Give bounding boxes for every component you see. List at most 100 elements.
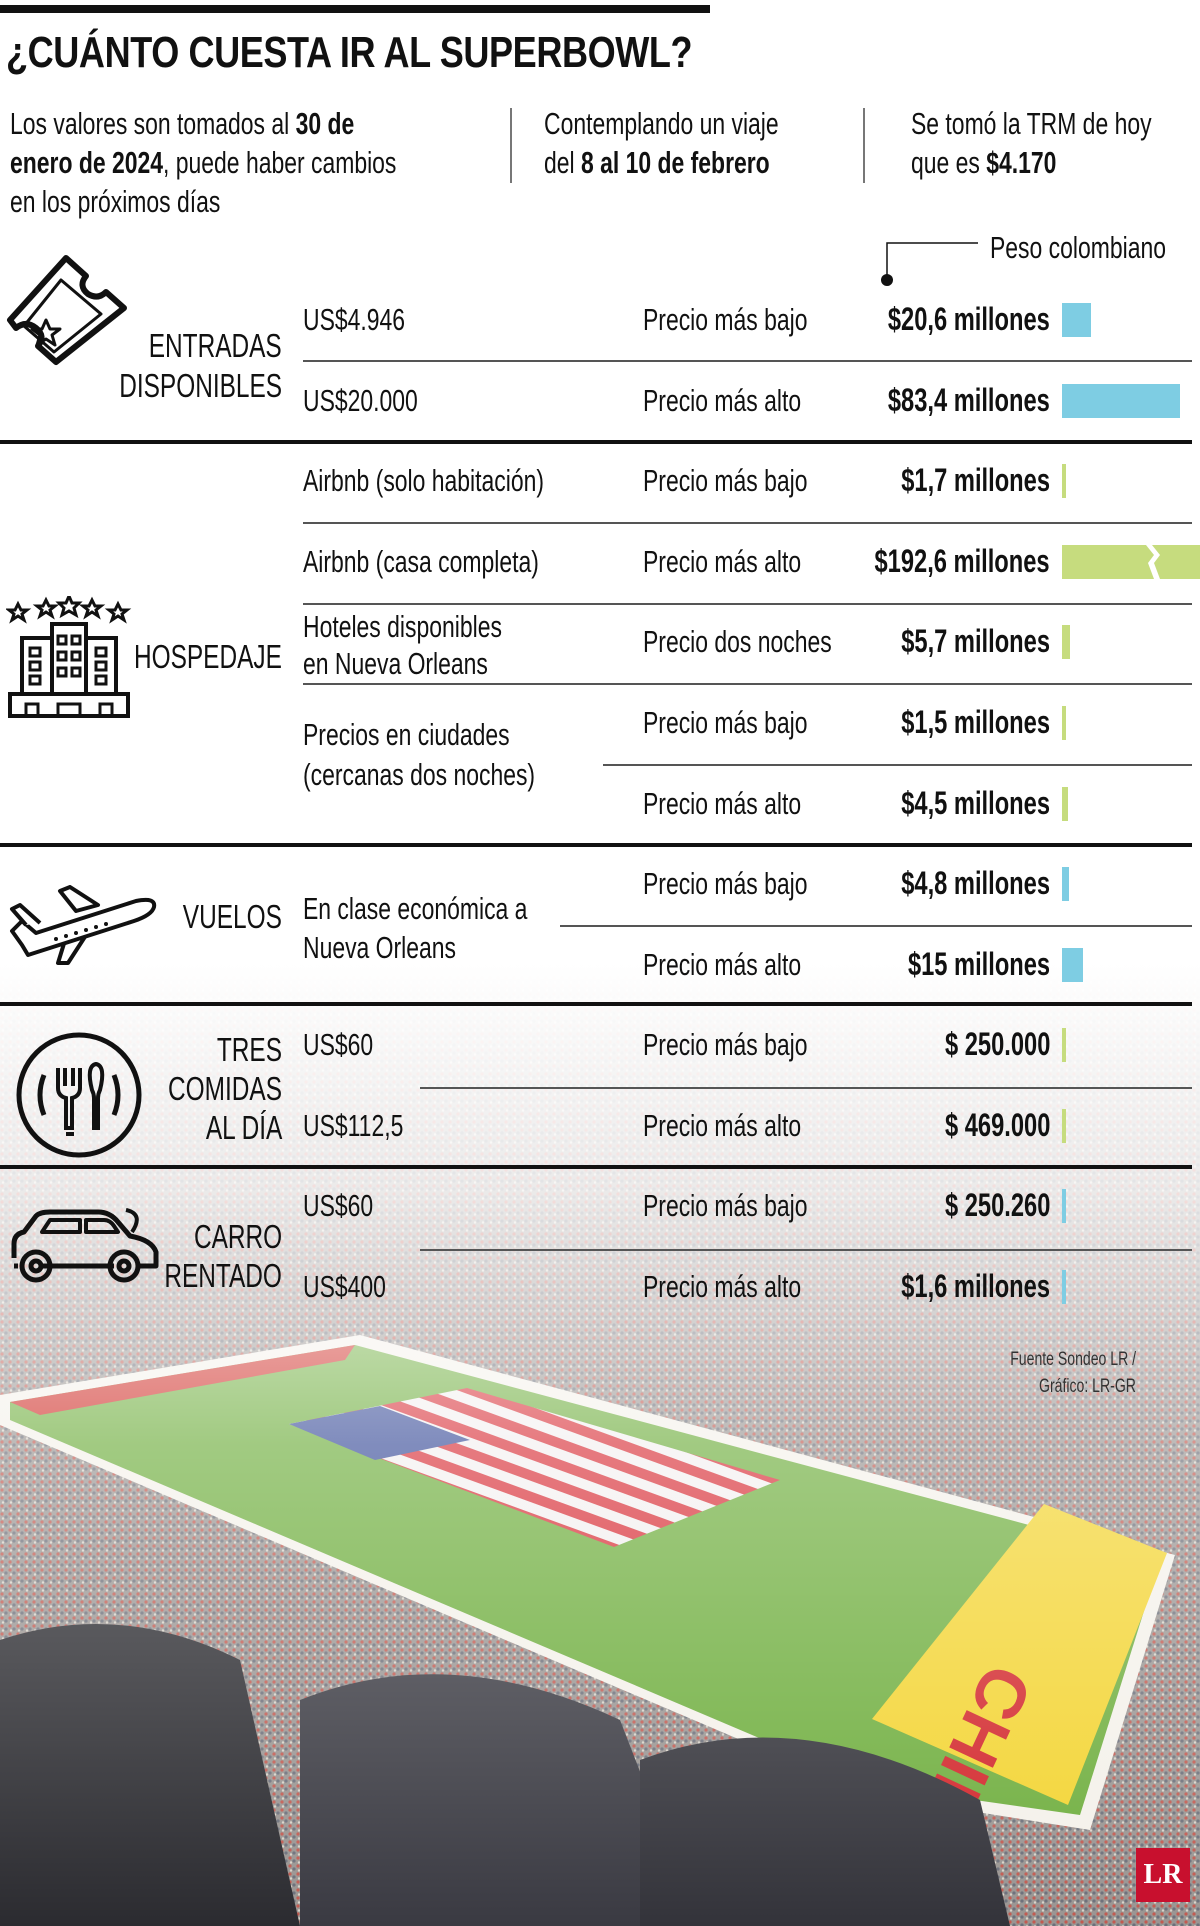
price-type-label: Precio más bajo bbox=[643, 705, 865, 741]
value-bar bbox=[1062, 545, 1200, 579]
intro-text: del bbox=[544, 145, 581, 180]
section-label-text: VUELOS bbox=[182, 898, 282, 935]
cop-value-text: $ 250.000 bbox=[944, 1026, 1050, 1062]
price-type-text: Precio más bajo bbox=[643, 302, 808, 337]
hotel-icon bbox=[6, 596, 132, 718]
row-divider bbox=[303, 522, 1192, 524]
intro-dates-note: Los valores son tomados al 30 de enero de… bbox=[10, 104, 532, 221]
cop-value: $ 250.260 bbox=[750, 1187, 1050, 1224]
cop-value: $20,6 millones bbox=[750, 301, 1050, 338]
price-type-text: Precio más alto bbox=[643, 544, 802, 579]
value-bar bbox=[1062, 787, 1069, 821]
price-type-label: Precio más alto bbox=[643, 947, 857, 983]
car-icon bbox=[11, 1208, 159, 1283]
row-divider bbox=[303, 360, 1192, 362]
value-bar bbox=[1062, 1109, 1066, 1143]
row-left-text: Nueva Orleans bbox=[303, 930, 457, 965]
cop-value: $ 250.000 bbox=[750, 1026, 1050, 1063]
cop-value: $4,8 millones bbox=[750, 865, 1050, 902]
price-type-label: Precio más bajo bbox=[643, 302, 865, 338]
item-description: Airbnb (casa completa) bbox=[303, 544, 622, 580]
section-label-comidas: COMIDAS bbox=[0, 1069, 282, 1108]
section-label-text: TRES bbox=[216, 1031, 282, 1068]
section-label-carro: CARRO bbox=[0, 1217, 282, 1256]
intro-text: Se tomó la TRM de hoy bbox=[911, 106, 1152, 141]
cop-value: $1,6 millones bbox=[750, 1268, 1050, 1305]
intro-divider bbox=[863, 108, 865, 183]
item-description: Nueva Orleans bbox=[303, 930, 510, 966]
airplane-icon bbox=[10, 885, 157, 965]
row-left-text: (cercanas dos noches) bbox=[303, 757, 536, 792]
price-type-label: Precio más alto bbox=[643, 786, 857, 822]
section-label-text: CARRO bbox=[193, 1218, 282, 1255]
ticket-icon bbox=[7, 255, 127, 365]
value-bar bbox=[1062, 1028, 1066, 1062]
row-left-text: US$4.946 bbox=[303, 302, 406, 337]
section-label-entradas: ENTRADAS bbox=[0, 326, 282, 365]
intro-highlight: enero de 2024 bbox=[10, 145, 164, 180]
cop-value-text: $ 469.000 bbox=[944, 1107, 1050, 1143]
row-left-text: US$60 bbox=[303, 1188, 374, 1223]
lr-logo: LR bbox=[1136, 1848, 1190, 1902]
logo-text: LR bbox=[1143, 1859, 1183, 1890]
item-description: Hoteles disponibles bbox=[303, 609, 572, 645]
price-type-text: Precio más alto bbox=[643, 383, 802, 418]
price-type-text: Precio más alto bbox=[643, 786, 802, 821]
intro-text: Contemplando un viaje bbox=[544, 106, 779, 141]
intro-trm-note: Se tomó la TRM de hoy que es $4.170 bbox=[911, 104, 1200, 182]
row-divider bbox=[560, 925, 1192, 927]
price-type-text: Precio más alto bbox=[643, 947, 802, 982]
intro-highlight: 30 de bbox=[295, 106, 355, 141]
section-label-hospedaje: HOSPEDAJE bbox=[0, 637, 282, 676]
section-label-text: RENTADO bbox=[164, 1257, 282, 1294]
section-label-vuelos: VUELOS bbox=[0, 897, 282, 936]
row-left-text: en Nueva Orleans bbox=[303, 646, 488, 681]
row-left-text: Airbnb (casa completa) bbox=[303, 544, 539, 579]
section-label-comidas: TRES bbox=[0, 1030, 282, 1069]
price-type-text: Precio más bajo bbox=[643, 1027, 808, 1062]
cop-value: $4,5 millones bbox=[750, 785, 1050, 822]
source-credit: Fuente Sondeo LR / Gráfico: LR-GR bbox=[916, 1346, 1136, 1400]
price-type-label: Precio más bajo bbox=[643, 1027, 865, 1063]
price-type-text: Precio más alto bbox=[643, 1269, 802, 1304]
cop-value-text: $4,5 millones bbox=[901, 785, 1050, 821]
price-type-label: Precio más bajo bbox=[643, 1188, 865, 1224]
item-description: Airbnb (solo habitación) bbox=[303, 463, 629, 499]
legend-peso-colombiano: Peso colombiano bbox=[990, 230, 1200, 266]
row-left-text: Airbnb (solo habitación) bbox=[303, 463, 545, 498]
price-type-text: Precio más bajo bbox=[643, 866, 808, 901]
cop-value-text: $1,6 millones bbox=[901, 1268, 1050, 1304]
item-description: Precios en ciudades bbox=[303, 717, 582, 753]
section-label-text: ENTRADAS bbox=[149, 327, 282, 364]
value-bar bbox=[1062, 706, 1066, 740]
row-divider bbox=[420, 1249, 1192, 1251]
source-line: Fuente Sondeo LR / bbox=[1010, 1349, 1136, 1370]
value-bar bbox=[1062, 625, 1071, 659]
bar-break-icon bbox=[1146, 545, 1160, 579]
value-bar bbox=[1062, 867, 1069, 901]
price-type-text: Precio más bajo bbox=[643, 463, 808, 498]
cop-value: $83,4 millones bbox=[750, 382, 1050, 419]
cop-value-text: $192,6 millones bbox=[874, 543, 1050, 579]
price-type-label: Precio más alto bbox=[643, 1269, 857, 1305]
cop-value-text: $1,5 millones bbox=[901, 704, 1050, 740]
price-type-label: Precio más bajo bbox=[643, 463, 865, 499]
price-type-label: Precio más bajo bbox=[643, 866, 865, 902]
intro-text: , puede haber cambios bbox=[163, 145, 397, 180]
intro-text: que es bbox=[911, 145, 987, 180]
usd-price: US$60 bbox=[303, 1188, 398, 1224]
cop-value-text: $4,8 millones bbox=[901, 865, 1050, 901]
intro-highlight: 8 al 10 de febrero bbox=[580, 145, 770, 180]
value-bar bbox=[1062, 303, 1092, 337]
row-left-text: Hoteles disponibles bbox=[303, 609, 502, 644]
row-divider bbox=[420, 1087, 1192, 1089]
value-bar bbox=[1062, 1270, 1066, 1304]
usd-price: US$400 bbox=[303, 1269, 415, 1305]
cop-value-text: $20,6 millones bbox=[888, 301, 1050, 337]
intro-trip-note: Contemplando un viaje del 8 al 10 de febr… bbox=[544, 104, 861, 182]
section-label-text: DISPONIBLES bbox=[119, 367, 282, 404]
intro-highlight: $4.170 bbox=[986, 145, 1057, 180]
price-type-label: Precio más alto bbox=[643, 544, 857, 580]
cop-value: $192,6 millones bbox=[750, 543, 1050, 580]
